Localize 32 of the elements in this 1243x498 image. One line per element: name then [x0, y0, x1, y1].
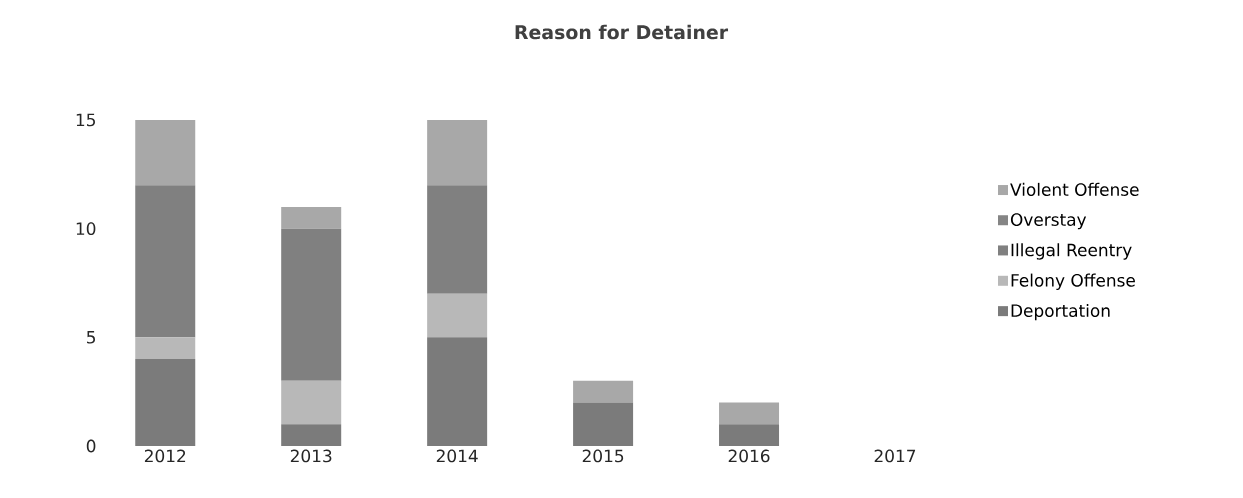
- chart-title: Reason for Detainer: [515, 24, 729, 40]
- legend-label: Felony Offense: [1011, 273, 1135, 290]
- bar: [427, 293, 488, 338]
- legend-label: Illegal Reentry: [1011, 243, 1132, 260]
- legend-label: Deportation: [1011, 303, 1110, 321]
- bar: [427, 185, 488, 294]
- bar: [281, 206, 342, 229]
- bar: [573, 402, 634, 446]
- bar: [573, 380, 634, 403]
- y-tick-label: 10: [76, 222, 96, 236]
- legend-label: Violent Offense: [1010, 182, 1139, 196]
- bar: [427, 337, 488, 446]
- x-tick-label: 2013: [290, 449, 332, 463]
- bar: [135, 185, 196, 338]
- y-tick-label: 0: [86, 439, 96, 453]
- y-tick-label: 5: [87, 331, 95, 344]
- legend-label: Overstay: [1010, 213, 1087, 230]
- bar: [719, 424, 780, 446]
- y-tick-label: 15: [76, 113, 95, 127]
- x-tick-label: 2016: [728, 449, 770, 463]
- bar: [281, 424, 342, 446]
- bar: [135, 359, 196, 446]
- x-tick-label: 2017: [874, 449, 916, 463]
- bar: [135, 120, 196, 186]
- bar: [281, 228, 342, 381]
- bar: [719, 402, 780, 425]
- bar: [135, 337, 196, 360]
- x-tick-label: 2015: [582, 449, 624, 463]
- bar: [281, 380, 342, 425]
- bar: [427, 120, 488, 186]
- x-tick-label: 2012: [144, 449, 186, 463]
- x-tick-label: 2014: [436, 449, 478, 463]
